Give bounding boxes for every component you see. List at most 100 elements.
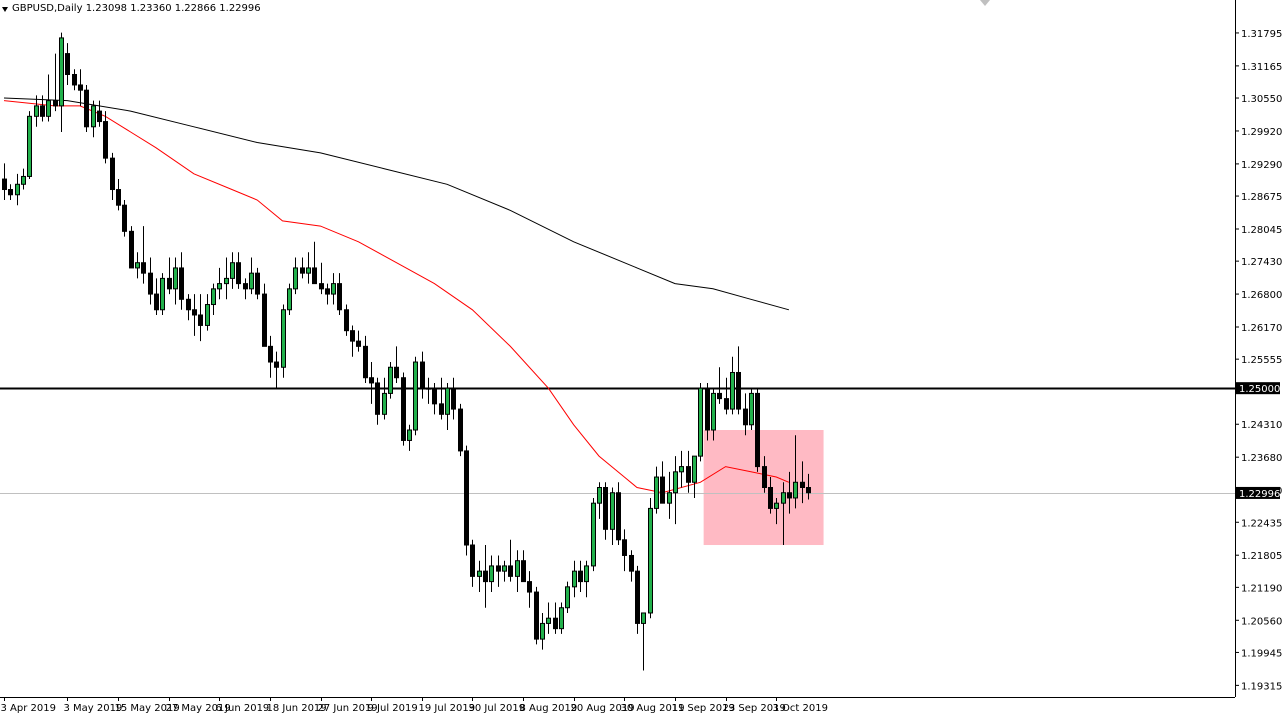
candle bbox=[388, 362, 393, 399]
bear-candle-body bbox=[274, 361, 279, 368]
x-tick-label: 3 May 2019 bbox=[64, 703, 123, 714]
candle bbox=[660, 461, 665, 504]
candle bbox=[717, 367, 722, 404]
bull-candle-body bbox=[584, 565, 589, 583]
bear-candle-body bbox=[629, 554, 634, 572]
bear-candle-body bbox=[660, 476, 665, 504]
bull-candle-body bbox=[15, 183, 20, 196]
bear-candle-body bbox=[116, 189, 121, 206]
bull-candle-body bbox=[287, 288, 292, 311]
bear-candle-body bbox=[300, 267, 305, 274]
bear-candle-body bbox=[800, 481, 805, 489]
candle bbox=[274, 351, 279, 389]
candle bbox=[679, 450, 684, 488]
bear-candle-body bbox=[458, 408, 463, 452]
candle bbox=[344, 304, 349, 336]
candle bbox=[262, 283, 267, 347]
candle bbox=[527, 571, 532, 608]
bull-candle-body bbox=[91, 105, 96, 128]
ohlc-values: 1.23098 1.23360 1.22866 1.22996 bbox=[85, 3, 261, 14]
bull-candle-body bbox=[249, 272, 254, 290]
bear-candle-body bbox=[97, 110, 102, 123]
current-price-tag: 1.22996 bbox=[1239, 489, 1280, 500]
bull-candle-body bbox=[502, 565, 507, 572]
candle bbox=[186, 294, 191, 321]
bear-candle-body bbox=[312, 267, 317, 285]
bull-candle-body bbox=[407, 429, 412, 441]
candle bbox=[173, 257, 178, 305]
y-tick-label: 1.26170 bbox=[1241, 323, 1282, 334]
bear-candle-body bbox=[578, 570, 583, 583]
x-tick-label: 27 Jun 2019 bbox=[318, 703, 378, 714]
y-tick-label: 1.21805 bbox=[1241, 551, 1282, 562]
bear-candle-body bbox=[198, 314, 203, 326]
candle bbox=[654, 466, 659, 514]
y-tick-label: 1.31165 bbox=[1241, 62, 1282, 73]
bear-candle-body bbox=[394, 366, 399, 379]
candle bbox=[249, 257, 254, 295]
bear-candle-body bbox=[375, 382, 380, 415]
candle bbox=[698, 382, 703, 462]
bear-candle-body bbox=[534, 591, 539, 640]
bull-candle-body bbox=[477, 570, 482, 577]
bear-candle-body bbox=[84, 89, 89, 128]
candle bbox=[394, 346, 399, 383]
candle bbox=[255, 267, 260, 300]
bull-candle-body bbox=[749, 392, 754, 426]
bull-candle-body bbox=[34, 105, 39, 117]
candle bbox=[78, 69, 83, 106]
bull-candle-body bbox=[730, 371, 735, 410]
candle bbox=[319, 262, 324, 295]
moving-averages-layer bbox=[3, 97, 790, 494]
bear-candle-body bbox=[148, 272, 153, 295]
bull-candle-body bbox=[667, 492, 672, 504]
y-tick-label: 1.21190 bbox=[1241, 583, 1282, 594]
level-price-tag: 1.25000 bbox=[1239, 384, 1280, 395]
bear-candle-body bbox=[65, 53, 70, 76]
bull-candle-body bbox=[160, 277, 165, 311]
candle bbox=[692, 455, 697, 498]
bear-candle-body bbox=[401, 377, 406, 441]
candle bbox=[578, 560, 583, 593]
candle bbox=[356, 330, 361, 352]
candle bbox=[572, 560, 577, 598]
bear-candle-body bbox=[483, 570, 488, 583]
candle bbox=[464, 445, 469, 556]
candle bbox=[749, 388, 754, 430]
candle bbox=[21, 168, 26, 190]
y-tick-label: 1.29290 bbox=[1241, 160, 1282, 171]
bull-candle-body bbox=[135, 262, 140, 269]
x-tick-label: 30 Aug 2019 bbox=[621, 703, 685, 714]
candle bbox=[198, 294, 203, 342]
candle bbox=[724, 377, 729, 415]
dropdown-arrow-icon[interactable] bbox=[2, 7, 8, 12]
bear-candle-body bbox=[622, 539, 627, 556]
bull-candle-body bbox=[27, 115, 32, 177]
moving-average-2 bbox=[3, 97, 790, 311]
candle bbox=[559, 602, 564, 634]
bear-candle-body bbox=[129, 230, 134, 269]
y-tick-label: 1.19315 bbox=[1241, 681, 1282, 692]
candle bbox=[110, 152, 115, 200]
bear-candle-body bbox=[686, 466, 691, 483]
bull-candle-body bbox=[331, 283, 336, 295]
bull-candle-body bbox=[774, 502, 779, 509]
x-tick-label: 23 Sep 2019 bbox=[723, 703, 786, 714]
bear-candle-body bbox=[521, 560, 526, 583]
candle bbox=[508, 539, 513, 582]
bear-candle-body bbox=[103, 121, 108, 159]
bull-candle-body bbox=[46, 100, 51, 117]
candle bbox=[325, 283, 330, 305]
bear-candle-body bbox=[635, 570, 640, 624]
candle bbox=[584, 560, 589, 598]
bear-candle-body bbox=[268, 345, 273, 363]
candle bbox=[648, 497, 653, 619]
bear-candle-body bbox=[110, 157, 115, 191]
candle bbox=[768, 477, 773, 514]
candle bbox=[287, 283, 292, 315]
candle bbox=[502, 560, 507, 582]
candle bbox=[470, 539, 475, 587]
candle bbox=[477, 560, 482, 593]
